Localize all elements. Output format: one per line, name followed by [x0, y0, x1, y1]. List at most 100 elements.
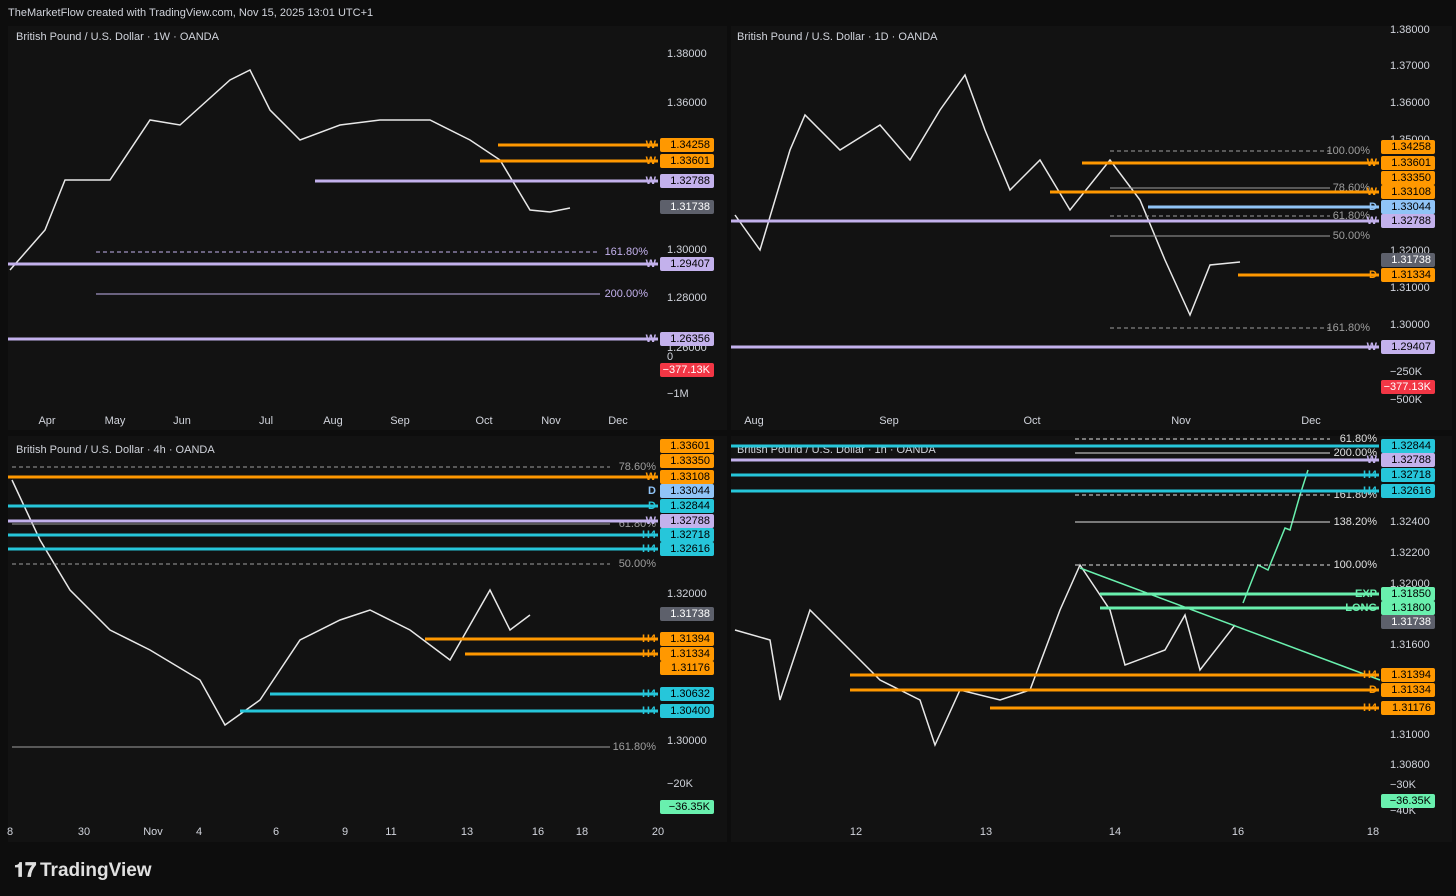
- price-path: [11, 479, 531, 727]
- volume-axis-label: −500K: [1390, 394, 1423, 406]
- price-badge-label: 1.31850: [1391, 588, 1431, 600]
- fib-label: 100.00%: [1334, 559, 1378, 571]
- price-axis-label: 1.31600: [1390, 639, 1430, 651]
- price-badge-label: 1.31176: [671, 662, 710, 674]
- price-axis-label: 1.30000: [667, 244, 707, 256]
- price-axis-label: 1.36000: [667, 97, 707, 109]
- level-tag: H4: [1363, 669, 1378, 681]
- price-badge-label: 1.26356: [670, 333, 710, 345]
- time-axis-label: Nov: [541, 415, 561, 427]
- price-badge: [1381, 185, 1435, 199]
- price-badge: [1381, 171, 1435, 185]
- level-tag: H4: [1363, 702, 1378, 714]
- time-axis-label: 11: [385, 826, 396, 838]
- fib-label: 200.00%: [1334, 447, 1378, 459]
- level-tag: H4: [642, 648, 657, 660]
- price-badge-label: 1.33350: [670, 455, 710, 467]
- price-badge-label: 1.33044: [1391, 201, 1431, 213]
- level-tag: H4: [642, 688, 657, 700]
- level-tag: H4: [642, 633, 657, 645]
- level-tag: W: [1367, 186, 1378, 198]
- price-badge-label: 1.31738: [670, 201, 710, 213]
- volume-label: −377.13K: [1384, 381, 1432, 393]
- time-axis-label: 16: [532, 826, 544, 838]
- price-badge: [1381, 340, 1435, 354]
- time-axis-label: Sep: [390, 415, 410, 427]
- price-badge-label: 1.31334: [670, 648, 710, 660]
- price-badge-label: 1.32788: [1391, 454, 1431, 466]
- time-axis-label: 13: [461, 826, 473, 838]
- time-axis-label: 4: [196, 826, 202, 838]
- level-tag: D: [648, 500, 656, 512]
- time-axis-label: Dec: [1301, 415, 1321, 427]
- time-axis-label: Oct: [1023, 415, 1040, 427]
- level-tag: W: [1367, 215, 1378, 227]
- price-badge: [660, 607, 714, 621]
- price-badge: [1381, 468, 1435, 482]
- price-axis-label: 1.31000: [1390, 282, 1430, 294]
- price-badge: [660, 200, 714, 214]
- time-axis-label: May: [105, 415, 126, 427]
- volume-label: −36.35K: [1390, 795, 1432, 807]
- price-badge: [660, 632, 714, 646]
- volume-badge: [1381, 380, 1435, 394]
- price-badge: [660, 499, 714, 513]
- price-badge: [660, 174, 714, 188]
- price-badge-label: 1.34258: [1391, 141, 1431, 153]
- price-path: [734, 563, 1236, 748]
- time-axis-label: 6: [273, 826, 279, 838]
- level-tag: H4: [642, 705, 657, 717]
- price-badge-label: 1.31176: [1392, 702, 1431, 714]
- level-tag: W: [1367, 454, 1378, 466]
- price-axis-label: 1.38000: [1390, 24, 1430, 36]
- price-badge: [660, 154, 714, 168]
- volume-label: −36.35K: [669, 801, 711, 813]
- footer-logo: 𝟏𝟕: [14, 859, 36, 881]
- price-badge: [1381, 683, 1435, 697]
- price-badge: [660, 470, 714, 484]
- price-badge-label: 1.32788: [670, 175, 710, 187]
- fib-label: 161.80%: [1327, 322, 1371, 334]
- price-axis-label: 1.36000: [1390, 97, 1430, 109]
- price-badge: [660, 514, 714, 528]
- price-badge: [660, 704, 714, 718]
- time-axis-label: 18: [576, 826, 588, 838]
- panel-bg: [731, 436, 1452, 842]
- volume-axis-label: −20K: [667, 778, 694, 790]
- price-badge-label: 1.33601: [670, 440, 710, 452]
- time-axis-label: 13: [980, 826, 992, 838]
- price-path: [734, 73, 1241, 317]
- price-badge: [660, 661, 714, 675]
- price-axis-label: 1.30000: [1390, 319, 1430, 331]
- time-axis-label: 16: [1232, 826, 1244, 838]
- fib-label: 50.00%: [619, 558, 657, 570]
- price-badge-label: 1.32788: [1391, 215, 1431, 227]
- price-badge: [1381, 253, 1435, 267]
- price-axis-label: 1.28000: [667, 292, 707, 304]
- panel-title: British Pound / U.S. Dollar · 4h · OANDA: [16, 444, 215, 456]
- fib-label: 161.80%: [605, 246, 649, 258]
- level-tag: W: [1367, 341, 1378, 353]
- level-tag: H4: [642, 529, 657, 541]
- time-axis-label: Nov: [1171, 415, 1191, 427]
- volume-axis-label: −250K: [1390, 366, 1423, 378]
- time-axis-label: Nov: [143, 826, 163, 838]
- price-badge-label: 1.33108: [670, 471, 710, 483]
- level-tag: EXP: [1355, 588, 1377, 600]
- level-tag: W: [646, 333, 657, 345]
- fib-label: 161.80%: [613, 741, 657, 753]
- price-badge: [1381, 484, 1435, 498]
- fib-label: 61.80%: [1340, 433, 1378, 445]
- price-badge: [660, 528, 714, 542]
- price-path: [9, 68, 571, 271]
- price-badge-label: 1.32718: [1391, 469, 1431, 481]
- volume-badge: [1381, 794, 1435, 808]
- level-tag: W: [1367, 157, 1378, 169]
- price-badge-label: 1.30632: [670, 688, 710, 700]
- time-axis-label: Aug: [744, 415, 764, 427]
- price-badge: [660, 647, 714, 661]
- price-badge: [660, 687, 714, 701]
- volume-badge: [660, 363, 714, 377]
- price-badge-label: 1.29407: [1391, 341, 1431, 353]
